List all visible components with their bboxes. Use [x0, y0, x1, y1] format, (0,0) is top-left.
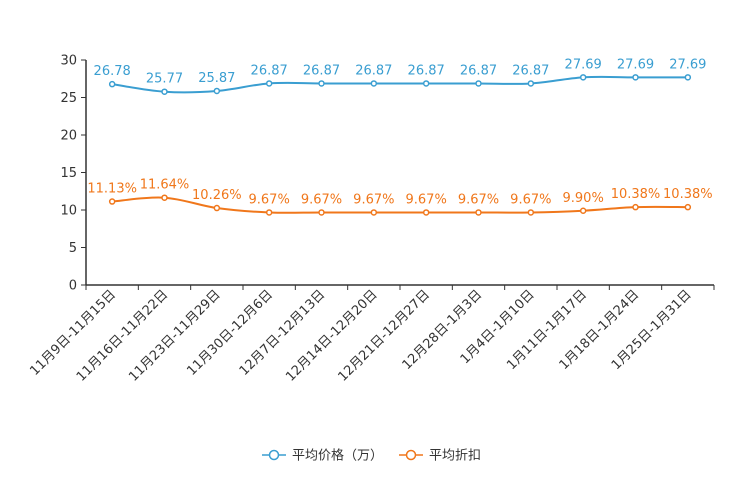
series-1-point[interactable]	[108, 198, 116, 205]
series-1-point[interactable]	[632, 203, 639, 211]
series-line-0	[112, 75, 688, 94]
series-0-point[interactable]	[108, 80, 116, 88]
series-0-data-label: 26.87	[512, 63, 549, 78]
series-0-point[interactable]	[632, 74, 639, 81]
series-0-point[interactable]	[318, 80, 325, 87]
series-1-data-label: 10.38%	[663, 187, 713, 202]
axes: 0 5 10 15 20 25 30 11月9日-11月15日11月16日-11月22日11月…	[27, 54, 715, 385]
series-1-data-label: 10.38%	[611, 187, 661, 202]
legend-label: 平均价格（万）	[292, 448, 383, 464]
x-tick-label: 11月16日-11月22日	[74, 287, 171, 384]
legend-label: 平均折扣	[429, 449, 481, 464]
series-1-data-label: 9.67%	[301, 192, 342, 207]
series-1-point[interactable]	[684, 203, 692, 211]
series-0-data-label: 26.87	[355, 63, 392, 78]
series-1-point[interactable]	[527, 209, 535, 216]
series-1-data-label: 10.26%	[192, 188, 242, 203]
series-layer	[108, 74, 692, 216]
series-line-1	[112, 196, 688, 214]
series-1-point[interactable]	[265, 209, 273, 216]
x-tick-label: 11月23日-11月29日	[126, 287, 223, 384]
x-tick-label: 12月21日-12月27日	[336, 287, 433, 384]
series-1-point[interactable]	[370, 209, 378, 216]
series-1-data-label: 9.67%	[249, 192, 290, 207]
series-0-point[interactable]	[265, 80, 273, 87]
series-0-point[interactable]	[161, 88, 168, 95]
series-0-data-label: 26.87	[408, 63, 445, 78]
series-0-point[interactable]	[213, 87, 221, 95]
series-0-data-label: 26.87	[303, 63, 340, 78]
series-1-point[interactable]	[422, 209, 430, 216]
series-0-point[interactable]	[475, 80, 482, 87]
y-tick-label: 0	[69, 279, 77, 294]
series-1-point[interactable]	[579, 207, 587, 214]
y-tick-label: 20	[60, 129, 77, 144]
series-1-data-label: 9.67%	[458, 192, 499, 207]
y-tick-label: 5	[69, 241, 77, 256]
series-1-point[interactable]	[213, 204, 221, 212]
series-0-data-label: 26.87	[460, 63, 497, 78]
series-1-data-label: 9.67%	[406, 192, 447, 207]
y-tick-label: 30	[60, 54, 77, 69]
series-0-data-label: 25.87	[198, 71, 235, 86]
series-1-data-label: 11.64%	[140, 178, 190, 193]
series-0-point[interactable]	[684, 74, 692, 81]
series-0-data-label: 26.87	[251, 63, 288, 78]
legend[interactable]: 平均价格（万） 平均折扣	[262, 448, 481, 464]
x-tick-label: 11月9日-11月15日	[27, 287, 119, 379]
series-1-data-label: 9.67%	[353, 192, 394, 207]
data-labels: 26.78 25.77 25.87 26.87 26.87 26.87 26.87 26.87…	[87, 57, 712, 207]
y-tick-label: 15	[60, 166, 77, 181]
legend-marker	[268, 449, 280, 461]
series-0-point[interactable]	[422, 80, 430, 87]
series-0-data-label: 27.69	[669, 57, 706, 72]
y-tick-label: 25	[60, 91, 77, 106]
legend-item-0[interactable]: 平均价格（万）	[262, 448, 383, 464]
series-0-point[interactable]	[579, 74, 587, 81]
series-0-data-label: 26.78	[94, 64, 131, 79]
series-0-data-label: 25.77	[146, 72, 183, 87]
series-1-point[interactable]	[318, 209, 325, 216]
x-tick-label: 12月14日-12月20日	[283, 287, 380, 384]
series-0-point[interactable]	[370, 80, 378, 87]
series-1-data-label: 9.90%	[563, 191, 604, 206]
series-0-point[interactable]	[527, 80, 535, 87]
series-0-data-label: 27.69	[617, 57, 654, 72]
series-1-data-label: 9.67%	[510, 192, 551, 207]
legend-marker	[405, 449, 417, 461]
series-1-point[interactable]	[161, 194, 168, 201]
legend-item-1[interactable]: 平均折扣	[399, 449, 481, 464]
y-tick-label: 10	[60, 204, 77, 219]
series-1-point[interactable]	[475, 209, 482, 216]
series-1-data-label: 11.13%	[87, 182, 137, 197]
series-0-data-label: 27.69	[565, 57, 602, 72]
